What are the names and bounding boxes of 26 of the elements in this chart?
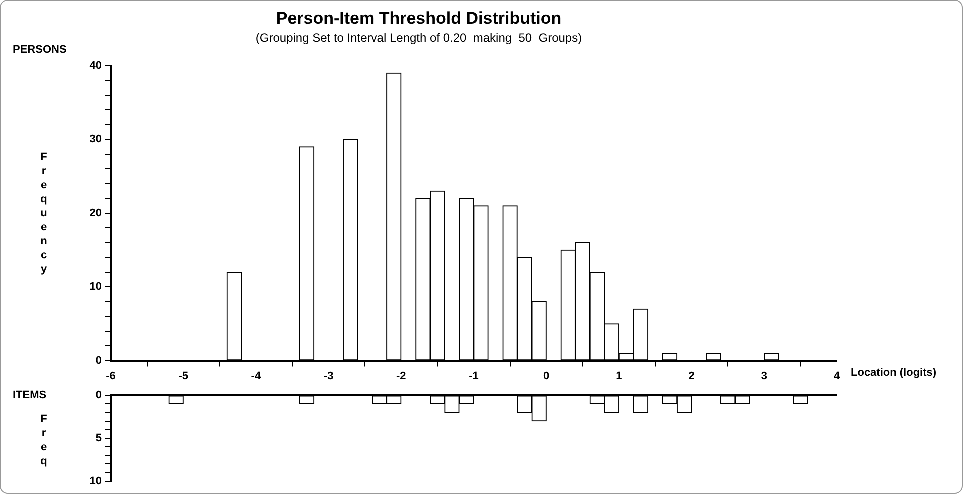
chart-title: Person-Item Threshold Distribution	[276, 8, 562, 28]
x-tick-label: -4	[251, 370, 262, 382]
x-tick-label: 4	[834, 370, 841, 382]
text: Frequency	[40, 151, 48, 276]
y-tick-label: 30	[90, 134, 102, 146]
x-tick-label: 0	[544, 370, 550, 382]
x-tick-label: 1	[616, 370, 622, 382]
x-tick-label: -1	[469, 370, 479, 382]
x-tick-label: 2	[688, 370, 695, 382]
y-tick-label: 0	[96, 390, 102, 402]
y-tick-label: 20	[90, 207, 102, 220]
y-tick-label: 10	[90, 475, 102, 488]
y-axis-title: Freq	[40, 414, 48, 468]
text: ITEMS	[13, 390, 47, 402]
y-tick-label: 40	[90, 60, 102, 72]
x-axis-title: Location (logits)	[851, 366, 937, 379]
x-tick-label: 3	[761, 370, 768, 382]
y-tick-label: 10	[90, 281, 102, 294]
x-tick-label: -3	[324, 370, 334, 382]
x-tick-label: -5	[178, 370, 188, 382]
text: PERSONS	[13, 44, 67, 56]
x-tick-label: -6	[106, 370, 116, 382]
x-tick-label: -2	[396, 370, 406, 382]
y-tick-label: 0	[96, 354, 102, 367]
chart-subtitle: (Grouping Set to Interval Length of 0.20 making 50 Groups)	[256, 30, 582, 45]
y-tick-label: 5	[96, 432, 102, 445]
